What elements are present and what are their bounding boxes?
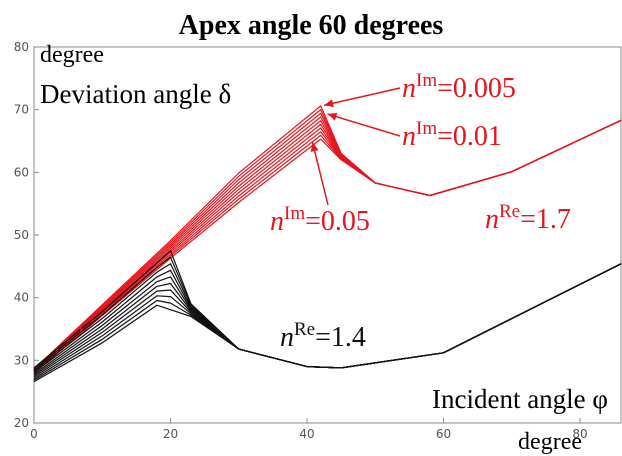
y-axis-label: Deviation angle δ <box>40 79 231 109</box>
curve-layer <box>33 105 622 383</box>
annotation-arrowhead <box>310 142 319 152</box>
y-tick-label: 30 <box>14 353 29 367</box>
y-axis-unit: degree <box>40 42 104 68</box>
annotation-arrow <box>327 113 401 137</box>
annotation-arrow <box>323 87 401 107</box>
y-tick-label: 60 <box>14 165 29 179</box>
series-line-nre-1-4 <box>33 263 622 378</box>
chart-title: Apex angle 60 degrees <box>179 10 444 41</box>
annotation-nim-0-05: nIm=0.05 <box>270 203 370 237</box>
x-tick-label: 60 <box>436 427 451 441</box>
series-line-nre-1-4 <box>33 263 622 383</box>
x-axis-unit: degree <box>518 429 582 455</box>
annotation-arrowhead <box>327 112 338 121</box>
arrow-layer <box>310 87 401 206</box>
annotation-nim-0-01: nIm=0.01 <box>402 118 502 152</box>
annotation-nre-1-4: nRe=1.4 <box>280 319 366 353</box>
series-line-nre-1-4 <box>33 263 622 376</box>
annotation-arrowhead <box>324 99 334 108</box>
annotation-nim-0-005: nIm=0.005 <box>402 70 516 104</box>
series-line-nre-1-7 <box>33 119 622 374</box>
annotation-arrow <box>311 142 329 206</box>
annotation-nre-1-7: nRe=1.7 <box>485 201 571 235</box>
y-tick-label: 80 <box>14 40 29 54</box>
y-tick-label: 70 <box>14 103 29 117</box>
x-axis-label: Incident angle φ <box>432 384 608 414</box>
x-tick-label: 80 <box>572 427 587 441</box>
y-tick-label: 20 <box>14 416 29 430</box>
x-tick-label: 40 <box>299 427 314 441</box>
y-tick-label: 40 <box>14 291 29 305</box>
y-tick-label: 50 <box>14 228 29 242</box>
series-line-nre-1-4 <box>33 263 622 375</box>
x-tick-label: 20 <box>163 427 178 441</box>
x-tick-label: 0 <box>30 427 38 441</box>
